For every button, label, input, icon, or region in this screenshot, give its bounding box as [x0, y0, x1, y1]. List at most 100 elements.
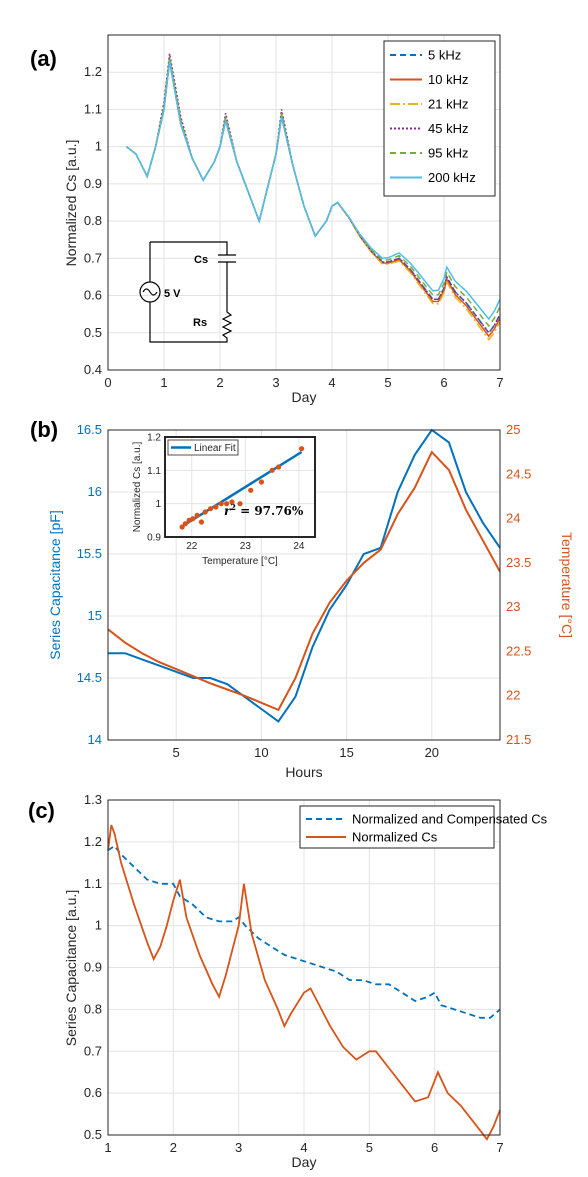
- chart-c-xtick-label: 3: [235, 1140, 242, 1155]
- chart-c-ytick-label: 1.1: [84, 876, 102, 891]
- chart-c: 1 2 3 4 5 6 7 0.5 0.6 0.7 0.8 0.9 1 1.1 1.2 1.3 Day Ser…: [63, 792, 548, 1170]
- circuit-wire-resistor: [149, 262, 233, 343]
- chart-c-ylabel: Series Capacitance [a.u.]: [63, 890, 79, 1046]
- chart-c-xtick-label: 7: [496, 1140, 503, 1155]
- chart-a-ytick-label: 0.7: [84, 250, 102, 265]
- chart-b-xtick-label: 15: [339, 745, 353, 760]
- chart-c-xtick-label: 2: [170, 1140, 177, 1155]
- inset-annotation-value: = 97.76%: [236, 504, 304, 518]
- chart-a-legend-label: 95 kHz: [428, 146, 468, 161]
- inset-marks: [179, 446, 305, 530]
- inset-scatter-point: [258, 479, 265, 485]
- chart-c-ytick-label: 0.8: [84, 1001, 102, 1016]
- panel-b-label: (b): [30, 417, 58, 442]
- chart-a-xtick-label: 5: [384, 375, 391, 390]
- chart-b-ytick-left-label: 15.5: [77, 546, 102, 561]
- inset-scatter-point: [299, 446, 305, 452]
- chart-b-ytick-left-label: 15: [88, 608, 102, 623]
- inset-scatter-point: [179, 524, 185, 530]
- chart-c-frame: [107, 799, 501, 1136]
- chart-c-xtick-label: 6: [431, 1140, 438, 1155]
- inset-annotation-variable: r: [224, 504, 232, 518]
- chart-a-legend-label: 21 kHz: [428, 97, 468, 112]
- circuit-source-label: 5 V: [164, 288, 181, 300]
- chart-b-ytick-right-label: 24.5: [506, 466, 531, 481]
- chart-a-xtick-label: 6: [440, 375, 447, 390]
- chart-a-legend-label: 45 kHz: [428, 121, 468, 136]
- chart-b-inset: 22 23 24 0.9 1 1.1 1.2 Temperature [°C] Normal…: [132, 433, 316, 567]
- inset-fit-line: [180, 450, 303, 529]
- chart-c-ytick-label: 0.9: [84, 960, 102, 975]
- chart-b-ytick-left-label: 16: [88, 484, 102, 499]
- chart-c-xtick-label: 1: [104, 1140, 111, 1155]
- chart-b-lines: [107, 428, 501, 723]
- chart-b-xtick-label: 10: [254, 745, 268, 760]
- inset-scatter-point: [229, 499, 235, 505]
- inset-annotation-exponent: 2: [230, 502, 236, 512]
- inset-xlabel: Temperature [°C]: [202, 556, 278, 567]
- panel-a-label: (a): [30, 46, 57, 71]
- chart-c-series-line: [107, 844, 501, 1019]
- chart-a-ticks: 0 1 2 3 4 5 6 7 0.4 0.5 0.6 0.7 0.8 0.9 1 1.1 1.2: [84, 64, 504, 390]
- inset-scatter-point: [224, 501, 230, 507]
- chart-b-series-line: [108, 428, 501, 723]
- panel-c-label: (c): [28, 798, 55, 823]
- inset-ytick-label: 1.2: [147, 433, 161, 444]
- chart-a-xtick-label: 1: [160, 375, 167, 390]
- chart-c-legend: Normalized and Compensated Cs Normalized …: [299, 805, 548, 849]
- chart-a-xtick-label: 3: [272, 375, 279, 390]
- inset-frame: [164, 436, 316, 538]
- chart-c-legend-box: [299, 805, 495, 849]
- inset-xtick-label: 23: [240, 541, 252, 552]
- inset-xtick-label: 24: [293, 541, 305, 552]
- inset-ytick-label: 1.1: [147, 466, 161, 477]
- chart-c-ytick-label: 1: [95, 918, 102, 933]
- inset-ytick-label: 0.9: [147, 533, 161, 544]
- inset-scatter-point: [213, 504, 219, 510]
- chart-c-xtick-label: 5: [366, 1140, 373, 1155]
- chart-b-ytick-right-label: 23: [506, 599, 520, 614]
- chart-a-legend-label: 5 kHz: [428, 48, 461, 63]
- inset-ylabel: Normalized Cs [a.u.]: [132, 441, 143, 532]
- chart-c-ticks: 1 2 3 4 5 6 7 0.5 0.6 0.7 0.8 0.9 1 1.1 1.2 1.3: [84, 792, 504, 1155]
- chart-b-ytick-left-label: 16.5: [77, 422, 102, 437]
- chart-a-ytick-label: 1: [95, 139, 102, 154]
- chart-b-ytick-right-label: 21.5: [506, 732, 531, 747]
- chart-b-ylabel-right: Temperature [°C]: [559, 532, 575, 638]
- inset-scatter-point: [182, 521, 188, 527]
- chart-c-ytick-label: 0.6: [84, 1085, 102, 1100]
- chart-a-ytick-label: 0.5: [84, 325, 102, 340]
- chart-c-series-line: [107, 824, 501, 1141]
- chart-a-series-line: [126, 60, 501, 321]
- chart-b-series-line: [107, 450, 501, 712]
- chart-a-ytick-label: 1.2: [84, 64, 102, 79]
- chart-b-ytick-left-label: 14: [88, 732, 102, 747]
- chart-c-ytick-label: 0.5: [84, 1127, 102, 1142]
- inset-scatter-point: [275, 464, 282, 470]
- chart-c-legend-label: Normalized Cs: [352, 830, 438, 845]
- chart-c-ytick-label: 1.2: [84, 834, 102, 849]
- inset-scatter-point: [269, 467, 275, 473]
- inset-annotation: r2 = 97.76%: [224, 502, 304, 518]
- inset-scatter-point: [194, 512, 200, 518]
- sine-icon: [142, 288, 158, 296]
- chart-b-ticks: 5 10 15 20 14 14.5 15 15.5 16 16.5 21.5 22 22.5 23 23.…: [77, 422, 532, 760]
- chart-a-legend: 5 kHz 10 kHz 21 kHz 45 kHz 95 kHz 200 kHz: [383, 40, 496, 197]
- chart-b-ytick-right-label: 22: [506, 688, 520, 703]
- circuit-cs-label: Cs: [194, 254, 208, 266]
- chart-a-frame: [107, 34, 501, 371]
- inset-scatter-point: [207, 506, 214, 512]
- chart-b-frame: [107, 429, 501, 741]
- chart-a-xtick-label: 2: [216, 375, 223, 390]
- inset-xtick-label: 22: [186, 541, 198, 552]
- inset-scatter-point: [198, 519, 205, 525]
- chart-b-ytick-right-label: 25: [506, 422, 520, 437]
- chart-b-xtick-label: 20: [425, 745, 439, 760]
- circuit-diagram: [139, 241, 236, 343]
- inset-scatter-point: [202, 509, 208, 515]
- chart-c-grid: [107, 799, 501, 1136]
- circuit-wire-top: [150, 241, 228, 255]
- chart-a-ytick-label: 0.6: [84, 288, 102, 303]
- chart-a-xlabel: Day: [292, 389, 317, 405]
